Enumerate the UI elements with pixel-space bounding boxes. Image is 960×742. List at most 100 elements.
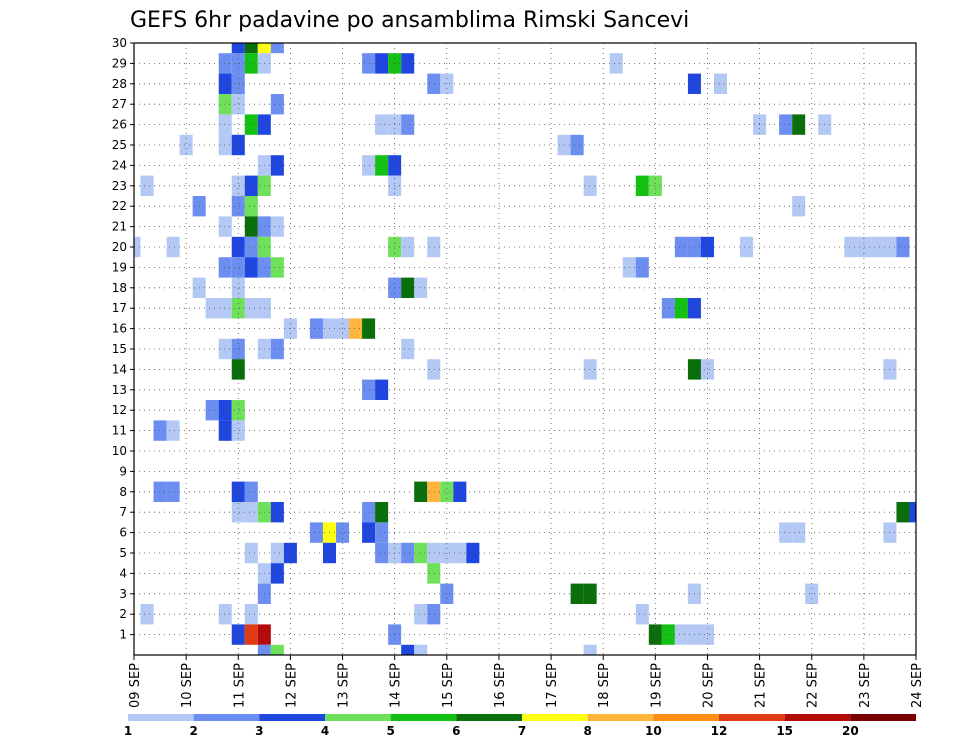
precip-cell <box>218 94 232 115</box>
precip-cell <box>153 481 167 502</box>
x-tick-label: 18 SEP <box>597 663 612 708</box>
precip-cell <box>270 542 284 564</box>
precip-cell <box>427 542 441 564</box>
precip-cell <box>218 604 232 625</box>
colorbar-label: 10 <box>645 724 662 738</box>
x-tick-label: 10 SEP <box>180 663 195 708</box>
precip-cell <box>909 502 916 523</box>
y-tick-label: 26 <box>112 118 127 132</box>
grid-layer <box>134 42 916 655</box>
precip-cell <box>362 53 376 74</box>
precip-cell <box>362 318 376 339</box>
precip-cell <box>270 155 284 176</box>
precip-cell <box>244 236 258 258</box>
cells-layer <box>134 43 916 655</box>
precip-cell <box>362 522 376 543</box>
precip-cell <box>205 400 219 421</box>
precip-cell <box>870 236 884 258</box>
precip-cell <box>792 522 806 543</box>
precip-cell <box>583 644 597 655</box>
precip-cell <box>218 134 232 156</box>
precip-cell <box>244 624 258 645</box>
chart-title: GEFS 6hr padavine po ansamblima Rimski S… <box>130 8 689 33</box>
precip-cell <box>270 257 284 278</box>
precip-cell <box>896 236 910 258</box>
precip-cell <box>414 604 428 625</box>
colorbar-label: 4 <box>321 724 329 738</box>
precip-cell <box>779 114 793 135</box>
precip-cell <box>375 53 389 74</box>
precip-cell <box>440 481 454 502</box>
precip-cell <box>244 53 258 74</box>
precip-cell <box>635 175 649 196</box>
y-tick-label: 19 <box>112 260 127 274</box>
precip-cell <box>166 420 180 441</box>
precip-cell <box>270 216 284 237</box>
y-tick-label: 3 <box>119 587 127 601</box>
colorbar-swatch <box>259 714 325 721</box>
precip-cell <box>244 196 258 217</box>
y-tick-label: 13 <box>112 383 127 397</box>
precip-cell <box>231 420 245 441</box>
y-tick-label: 1 <box>119 628 127 642</box>
x-tick-label: 16 SEP <box>493 663 508 708</box>
precip-cell <box>674 236 688 258</box>
precip-cell <box>375 502 389 523</box>
precip-cell <box>205 298 219 319</box>
precip-cell <box>218 53 232 74</box>
colorbar-swatch <box>850 714 916 721</box>
colorbar: 1 2 3 4 5 6 7 8 10 12 15 20 <box>124 714 916 738</box>
precip-cell <box>466 542 480 564</box>
colorbar-label: 12 <box>711 724 728 738</box>
y-tick-label: 30 <box>112 36 127 50</box>
precip-cell <box>609 53 623 74</box>
precip-cell <box>700 236 714 258</box>
colorbar-swatch <box>325 714 391 721</box>
precip-cell <box>375 379 389 400</box>
precip-cell <box>401 114 415 135</box>
precip-cell <box>140 604 154 625</box>
colorbar-swatch <box>784 714 851 721</box>
precip-cell <box>244 542 258 564</box>
precip-cell <box>857 236 871 258</box>
precip-cell <box>231 624 245 645</box>
y-axis: 1234567891011121314151617181920212223242… <box>112 36 134 642</box>
precip-cell <box>231 502 245 523</box>
precip-cell <box>134 236 141 258</box>
precip-cell <box>427 563 441 584</box>
y-tick-label: 20 <box>112 240 127 254</box>
x-tick-label: 17 SEP <box>545 663 560 708</box>
y-tick-label: 6 <box>119 526 127 540</box>
y-tick-label: 7 <box>119 505 127 519</box>
precip-cell <box>244 298 258 319</box>
precip-cell <box>231 196 245 217</box>
colorbar-label: 15 <box>776 724 793 738</box>
y-tick-label: 10 <box>112 444 127 458</box>
colorbar-label: 2 <box>189 724 197 738</box>
precip-cell <box>792 196 806 217</box>
precip-cell <box>570 134 584 156</box>
precip-cell <box>401 53 415 74</box>
precip-cell <box>257 43 271 54</box>
y-tick-label: 28 <box>112 77 127 91</box>
precip-cell <box>179 134 193 156</box>
precip-cell <box>648 624 662 645</box>
y-tick-label: 9 <box>119 464 127 478</box>
x-tick-label: 19 SEP <box>649 663 664 708</box>
precip-cell <box>270 563 284 584</box>
precip-cell <box>244 43 258 54</box>
precip-cell <box>427 604 441 625</box>
precip-cell <box>231 257 245 278</box>
y-tick-label: 17 <box>112 301 127 315</box>
precip-cell <box>661 624 675 645</box>
precip-cell <box>270 644 284 655</box>
precip-cell <box>583 583 597 604</box>
y-tick-label: 14 <box>112 362 127 376</box>
precip-cell <box>166 236 180 258</box>
y-tick-label: 25 <box>112 138 127 152</box>
precip-cell <box>218 73 232 94</box>
precip-cell <box>270 43 284 54</box>
precip-cell <box>375 522 389 543</box>
plot-frame <box>133 42 917 656</box>
